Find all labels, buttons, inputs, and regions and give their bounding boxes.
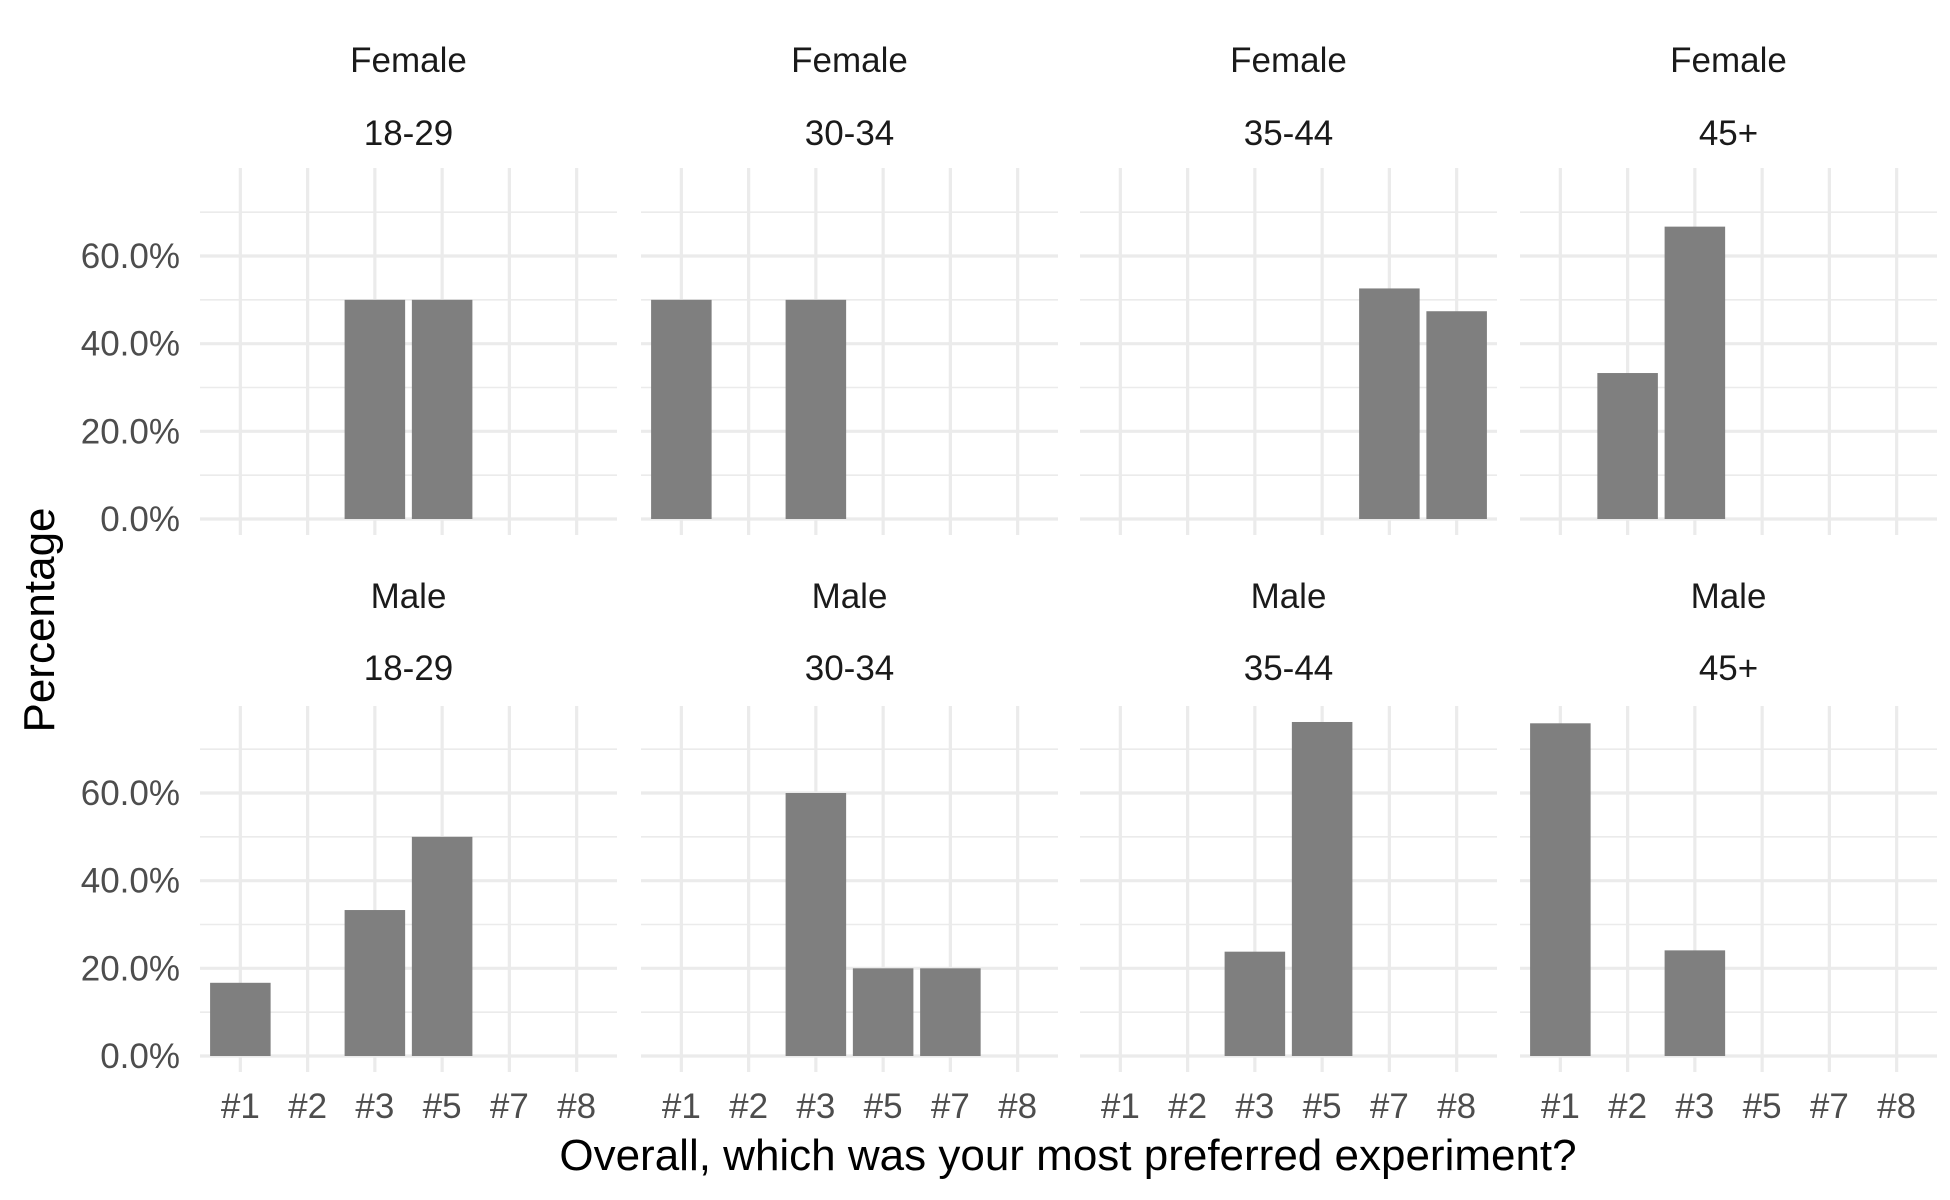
x-axis-title: Overall, which was your most preferred e…	[559, 1131, 1576, 1180]
facet-panel: Female 18-29	[200, 41, 617, 535]
facet-strip-gender: Male	[371, 577, 447, 616]
facet-panel: Male 35-44 #1 #2 #3 #5 #7 #8	[1080, 577, 1497, 1126]
x-tick-label: #1	[221, 1087, 260, 1126]
facet-strip-gender: Female	[791, 41, 908, 80]
x-tick-label: #2	[1168, 1087, 1207, 1126]
x-tick-label: #5	[864, 1087, 903, 1126]
y-tick-label: 60.0%	[81, 237, 180, 276]
x-tick-label: #1	[1541, 1087, 1580, 1126]
y-tick-label: 0.0%	[100, 1037, 180, 1076]
facet-strip-gender: Female	[350, 41, 467, 80]
bar	[651, 299, 712, 519]
facet-panel: Female 35-44	[1080, 41, 1497, 535]
x-tick-label: #3	[1675, 1087, 1714, 1126]
facet-panel: Male 18-29 #1 #2 #3 #5 #7 #8	[200, 577, 617, 1126]
x-tick-label: #7	[1370, 1087, 1409, 1126]
bar	[1224, 951, 1286, 1056]
bar	[1664, 226, 1726, 520]
facet-panel: Female 30-34	[641, 41, 1058, 535]
x-tick-label: #8	[998, 1087, 1037, 1126]
x-tick-label: #3	[355, 1087, 394, 1126]
x-tick-label: #8	[1437, 1087, 1476, 1126]
x-tick-label: #3	[796, 1087, 835, 1126]
facet-strip-gender: Female	[1670, 41, 1787, 80]
facet-strip-gender: Female	[1230, 41, 1347, 80]
facet-strip-age: 35-44	[1244, 114, 1334, 153]
bar	[411, 836, 473, 1056]
x-tick-label: #2	[288, 1087, 327, 1126]
bar	[785, 793, 847, 1056]
facet-strip-age: 30-34	[805, 114, 895, 153]
bar	[1291, 721, 1353, 1056]
x-tick-label: #7	[490, 1087, 529, 1126]
facet-panel: Male 30-34 #1 #2 #3 #5 #7 #8	[641, 577, 1058, 1126]
bar	[1597, 373, 1658, 519]
x-tick-label: #5	[1303, 1087, 1342, 1126]
x-tick-label: #7	[1810, 1087, 1849, 1126]
facet-strip-age: 35-44	[1244, 649, 1334, 688]
x-tick-label: #1	[662, 1087, 701, 1126]
bar	[344, 910, 406, 1056]
facet-strip-age: 18-29	[364, 649, 454, 688]
facet-panel: Female 45+	[1520, 41, 1937, 535]
y-tick-label: 20.0%	[81, 949, 180, 988]
y-tick-label: 40.0%	[81, 325, 180, 364]
x-tick-label: #2	[1608, 1087, 1647, 1126]
bar	[852, 968, 914, 1056]
bar	[1426, 311, 1487, 519]
facet-strip-age: 30-34	[805, 649, 895, 688]
x-tick-label: #3	[1235, 1087, 1274, 1126]
x-tick-label: #7	[931, 1087, 970, 1126]
x-tick-label: #1	[1101, 1087, 1140, 1126]
x-tick-label: #8	[1877, 1087, 1916, 1126]
y-tick-label: 0.0%	[100, 500, 180, 539]
bar	[210, 982, 271, 1056]
bar	[1530, 723, 1591, 1056]
facet-strip-age: 45+	[1699, 114, 1758, 153]
x-tick-label: #5	[1743, 1087, 1782, 1126]
facet-strip-age: 18-29	[364, 114, 454, 153]
y-tick-label: 20.0%	[81, 412, 180, 451]
facet-strip-gender: Male	[1691, 577, 1767, 616]
panels-layer: 0.0% 20.0% 40.0% 60.0% 0.0% 20.0% 40.0% 60.0% Fe…	[81, 41, 1937, 1126]
bar	[344, 299, 406, 519]
x-tick-label: #5	[423, 1087, 462, 1126]
bar	[1664, 950, 1726, 1056]
facet-strip-gender: Male	[1251, 577, 1327, 616]
x-tick-label: #2	[729, 1087, 768, 1126]
y-tick-label: 40.0%	[81, 862, 180, 901]
y-axis-title: Percentage	[15, 507, 64, 732]
facet-strip-age: 45+	[1699, 649, 1758, 688]
bar	[411, 299, 473, 519]
bar	[1359, 288, 1420, 519]
facet-strip-gender: Male	[812, 577, 888, 616]
facet-panel: Male 45+ #1 #2 #3 #5 #7 #8	[1520, 577, 1937, 1126]
bar	[785, 299, 847, 519]
bar	[920, 968, 981, 1056]
x-tick-label: #8	[557, 1087, 596, 1126]
y-tick-label: 60.0%	[81, 774, 180, 813]
